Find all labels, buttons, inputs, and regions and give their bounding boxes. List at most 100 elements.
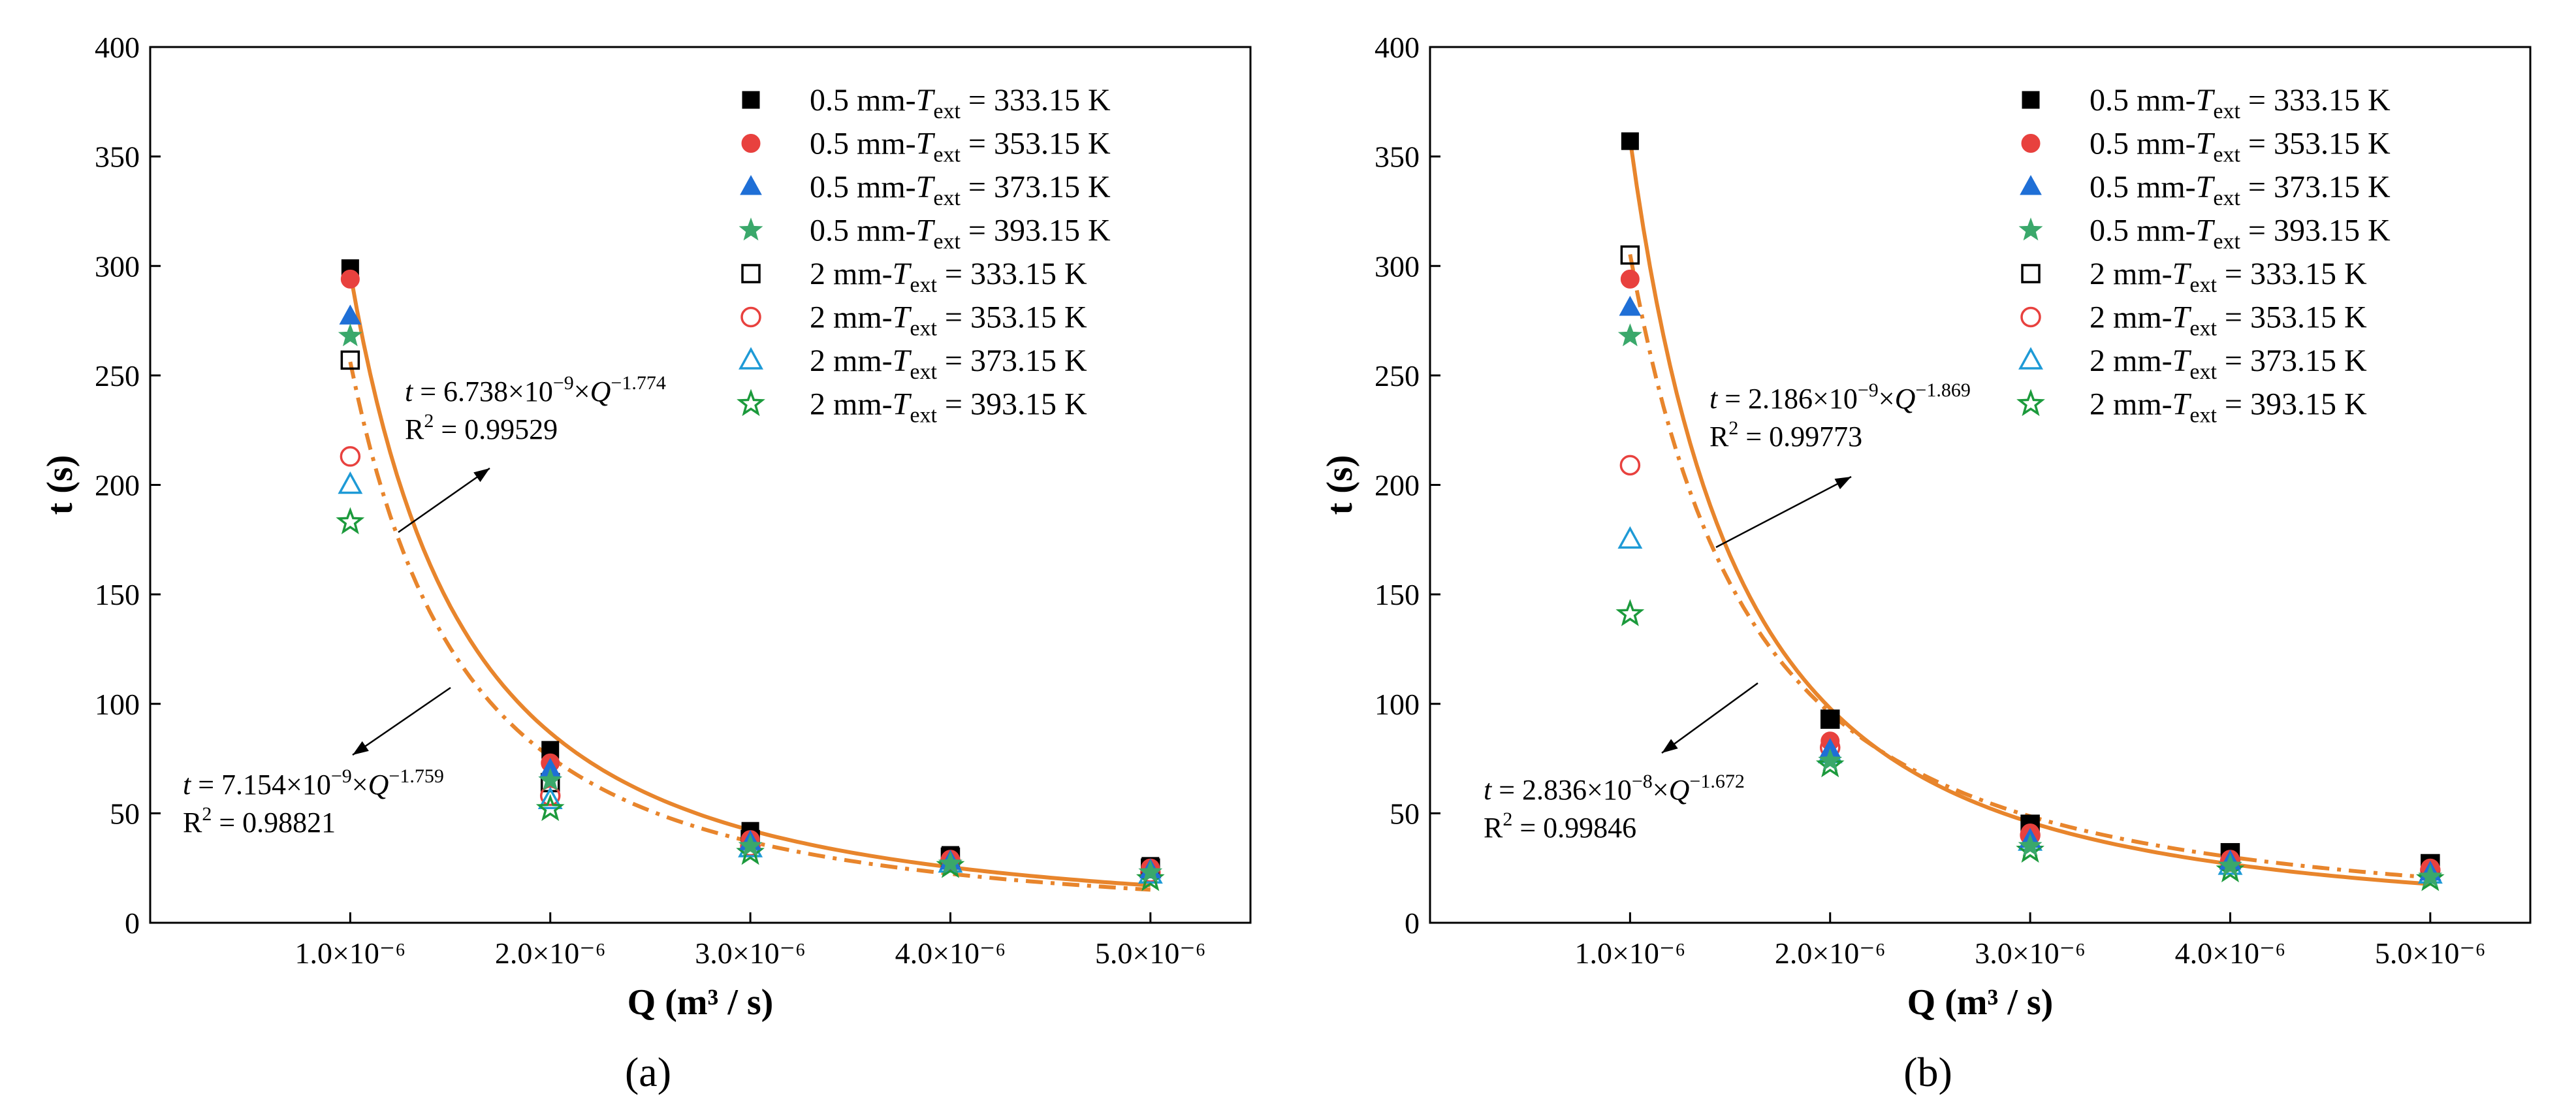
text-span: 0.5 mm- [810,83,916,118]
text-span: = 7.154×10 [191,769,331,801]
legend-marker [2018,347,2043,370]
text-span: T [2172,344,2192,378]
data-point [539,785,561,807]
text-span: R [183,807,202,839]
text-span: ext [2213,230,2240,254]
text-span: 2 [1503,808,1512,830]
text-span: ext [910,404,937,428]
x-tick-label: 2.0×10⁻⁶ [1775,936,1886,970]
text-span: −8 [1632,771,1653,792]
text-span: −1.869 [1915,379,1970,401]
text-span: 0.5 mm- [810,170,916,204]
data-point [340,269,360,289]
legend-label: 2 mm-Text = 393.15 K [810,387,1087,428]
panel-label: (a) [625,1049,671,1095]
text-span: T [2196,170,2216,204]
annotation-arrowhead [1834,477,1851,490]
annotation-arrowhead [473,468,490,483]
y-tick-label: 50 [1390,797,1420,830]
legend-marker [739,217,763,241]
y-tick-label: 200 [95,469,140,502]
text-span: ext [910,317,937,341]
text-span: ext [2189,273,2217,297]
text-span: 2 [424,410,434,432]
text-span: T [2196,214,2216,248]
text-span: = 373.15 K [2217,344,2367,378]
legend-marker [739,347,763,370]
text-span: ext [2213,143,2240,167]
text-span: = 373.15 K [961,170,1111,204]
legend-label: 0.5 mm-Text = 333.15 K [2090,83,2391,123]
data-point [1619,455,1641,476]
text-span: T [2172,387,2192,422]
text-span: t [183,769,192,801]
text-span: T [2172,257,2192,291]
fit-equation-label: t = 7.154×10−9×Q−1.759 [183,765,444,801]
data-point [338,323,362,347]
text-span: ext [2213,99,2240,123]
data-point [1620,269,1640,289]
legend-label: 2 mm-Text = 353.15 K [2090,300,2367,341]
data-point [538,767,563,791]
text-span: = 353.15 K [2217,300,2367,335]
legend-label: 0.5 mm-Text = 393.15 K [810,214,1111,254]
legend-label: 0.5 mm-Text = 353.15 K [810,127,1111,167]
legend-label: 0.5 mm-Text = 373.15 K [2090,170,2391,210]
data-point [1138,859,1163,883]
legend-marker [740,174,762,195]
text-span: T [2196,127,2216,161]
legend-label: 0.5 mm-Text = 373.15 K [810,170,1111,210]
text-span: 0.5 mm- [2090,127,2196,161]
legend-marker [2021,134,2041,153]
x-tick-label: 3.0×10⁻⁶ [695,936,806,970]
annotation-arrowhead [353,741,369,755]
text-span: 2 [202,803,212,825]
data-point [1821,710,1839,728]
text-span: T [916,127,936,161]
text-span: = 333.15 K [937,257,1087,291]
legend-marker [741,134,761,153]
text-span: 0.5 mm- [2090,214,2196,248]
annotation-arrow [352,686,451,756]
text-span: Q [590,376,611,408]
text-span: = 353.15 K [2240,127,2391,161]
data-point [340,350,360,370]
y-tick-label: 350 [1375,140,1420,174]
text-span: = 0.99846 [1512,812,1636,844]
panel-label: (b) [1903,1049,1952,1095]
y-tick-label: 350 [95,140,140,174]
legend-label: 2 mm-Text = 353.15 K [810,300,1087,341]
fit-r2-label: R2 = 0.99846 [1484,808,1636,844]
text-span: −9 [1858,379,1879,401]
text-span: T [916,83,936,118]
x-tick-label: 1.0×10⁻⁶ [294,936,405,970]
text-span: 2 mm- [2090,257,2172,291]
text-span: ext [933,99,961,123]
x-tick-label: 3.0×10⁻⁶ [1975,936,2086,970]
text-span: = 393.15 K [2240,214,2391,248]
text-span: ext [2189,317,2217,341]
y-tick-label: 0 [125,906,140,940]
annotation-arrow [1715,475,1852,549]
text-span: × [352,769,368,801]
text-span: = 333.15 K [961,83,1111,118]
text-span: 2 mm- [810,387,893,422]
text-span: = 0.98821 [212,807,336,839]
legend-label: 2 mm-Text = 393.15 K [2090,387,2367,428]
text-span: R [405,413,424,445]
text-span: = 353.15 K [961,127,1111,161]
fit-r2-label: R2 = 0.99773 [1709,417,1862,453]
chart-panel-a: 0 50 100 150 200 250 300 350 400 1.0×10⁻⁶ 2.0×10⁻⁶… [40,31,1252,1095]
text-span: T [893,257,912,291]
text-span: 2 mm- [2090,300,2172,335]
text-span: Q [368,769,389,801]
data-point [938,851,962,874]
x-tick-label: 5.0×10⁻⁶ [1095,936,1206,970]
text-span: R [1709,421,1729,453]
text-span: ext [933,143,961,167]
fit-curve-solid [1628,138,2431,886]
text-span: = 393.15 K [961,214,1111,248]
legend-marker [742,91,760,109]
y-tick-label: 300 [1375,249,1420,283]
text-span: ext [910,360,937,384]
